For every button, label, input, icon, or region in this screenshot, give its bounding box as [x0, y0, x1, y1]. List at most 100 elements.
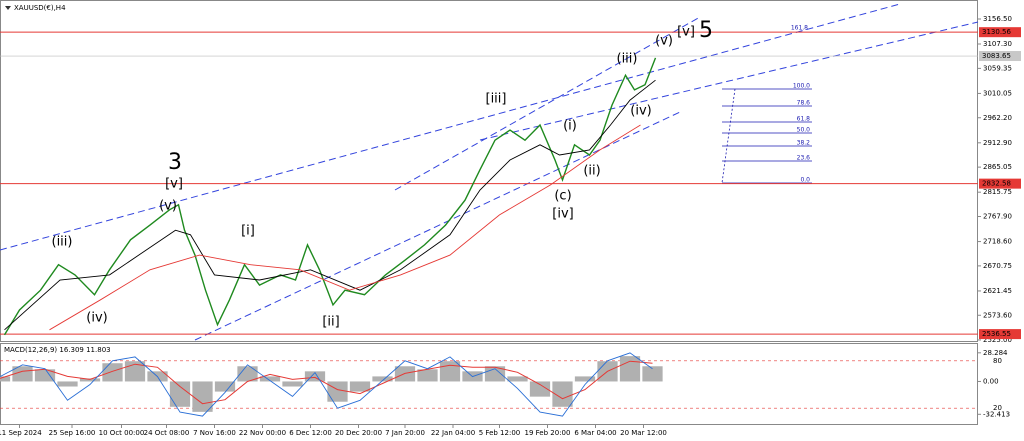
price-line [4, 79, 656, 331]
y-tick-label: 2815.75 [983, 188, 1012, 196]
level-box [979, 329, 1021, 340]
level-box [979, 27, 1021, 38]
level-label: 2832.58 [982, 180, 1011, 188]
x-tick-label: 20 Dec 20:00 [335, 429, 382, 437]
indicator-title: MACD(12,26,9) 16.309 11.803 [4, 346, 111, 354]
macd-bar [349, 381, 371, 392]
macd-bar [0, 376, 11, 382]
price-frame [0, 0, 978, 342]
wave-label: (iii) [52, 235, 73, 250]
x-tick-label: 6 Dec 12:00 [289, 429, 332, 437]
macd-bar [574, 376, 596, 382]
current-price-box [979, 51, 1021, 62]
y-tick-label: 2573.60 [983, 311, 1012, 319]
macd-bar [169, 381, 191, 407]
fib-label: 23.6 [797, 155, 811, 162]
x-tick-label: 25 Sep 16:00 [49, 429, 96, 437]
stoch-tick-label: 80 [993, 357, 1002, 365]
indicator-tick-label: -32.413 [983, 410, 1010, 418]
fib-label: 38.2 [797, 140, 811, 147]
x-tick-label: 6 Mar 04:00 [574, 429, 616, 437]
y-tick-label: 2962.20 [983, 114, 1012, 122]
x-tick-label: 10 Oct 00:00 [99, 429, 145, 437]
fib-label: 161.8 [791, 25, 808, 32]
macd-bar [237, 366, 258, 382]
macd-bar [327, 381, 348, 402]
macd-bar [619, 356, 641, 382]
fib-lines [721, 88, 812, 184]
wave-label: 5 [699, 18, 713, 43]
macd-bar [372, 376, 393, 382]
stoch-line [0, 352, 653, 417]
macd-bar [417, 369, 438, 382]
wave-label: (iv) [630, 104, 651, 119]
wave-label: 3 [168, 150, 182, 175]
wave-label: (iii) [617, 52, 638, 67]
y-tick-label: 2621.45 [983, 287, 1012, 295]
wave-label: (v) [655, 34, 673, 49]
fib-label: 0.0 [800, 177, 810, 184]
y-tick-label: 2525.00 [983, 336, 1012, 344]
x-tick-label: 20 Mar 12:00 [620, 429, 667, 437]
wave-label: [v] [677, 25, 695, 40]
macd-bar [529, 381, 551, 397]
trendlines [0, 3, 979, 341]
macd-bar [439, 361, 461, 382]
x-tick-label: 7 Jan 20:00 [385, 429, 425, 437]
macd-bar [214, 381, 236, 392]
macd-bar [304, 371, 326, 382]
y-tick-label: 2670.75 [983, 262, 1012, 270]
y-tick-label: 3059.35 [983, 64, 1012, 72]
wave-label: (c) [554, 189, 571, 204]
wave-label: [ii] [322, 315, 339, 330]
fib-label: 50.0 [797, 127, 811, 134]
macd-signal [0, 360, 653, 405]
price-line [49, 124, 641, 331]
x-tick-label: 19 Feb 20:00 [525, 429, 571, 437]
macd-bar [79, 378, 101, 382]
wave-label: (i) [563, 119, 577, 134]
wave-label: (iv) [86, 311, 107, 326]
wave-label: [v] [165, 177, 183, 192]
fib-label: 61.8 [797, 116, 811, 123]
wave-label: [iii] [486, 92, 507, 107]
indicator-frame [0, 343, 978, 425]
wave-label: [i] [241, 224, 255, 239]
x-tick-label: 22 Jan 04:00 [431, 429, 475, 437]
fib-label: 100.0 [793, 83, 810, 90]
macd-bar [34, 369, 56, 382]
wave-label: (ii) [583, 164, 600, 179]
y-tick-label: 3010.05 [983, 89, 1012, 97]
menu-icon[interactable] [5, 6, 11, 10]
y-tick-label: 2718.60 [983, 238, 1012, 246]
indicator-tick-label: 0.00 [983, 377, 999, 385]
x-tick-label: 24 Oct 08:00 [144, 429, 190, 437]
macd-bar [282, 381, 303, 387]
fib-label: 78.6 [797, 100, 811, 107]
level-label: 3130.56 [982, 28, 1011, 36]
y-tick-label: 3107.30 [983, 40, 1012, 48]
y-tick-label: 2767.90 [983, 213, 1012, 221]
price-line [3, 57, 657, 336]
current-price-label: 3083.65 [982, 52, 1011, 60]
x-tick-label: 22 Nov 00:00 [239, 429, 286, 437]
indicator-tick-label: 28.284 [983, 349, 1008, 357]
macd-bar [102, 363, 123, 382]
macd-bar [642, 366, 663, 382]
y-tick-label: 3156.50 [983, 15, 1012, 23]
chart-title: XAUUSD(€),H4 [14, 4, 66, 12]
x-tick-label: 11 Sep 2024 [0, 429, 42, 437]
stoch-tick-label: 20 [993, 404, 1002, 412]
macd-bar [12, 366, 33, 382]
y-tick-label: 2865.05 [983, 163, 1012, 171]
x-tick-label: 7 Nov 16:00 [193, 429, 236, 437]
macd-bar [259, 376, 281, 382]
level-box [979, 178, 1021, 189]
x-tick-label: 5 Feb 12:00 [479, 429, 520, 437]
level-label: 2536.55 [982, 330, 1011, 338]
macd-bar [552, 381, 573, 407]
y-tick-label: 2912.90 [983, 139, 1012, 147]
wave-label: (v) [159, 199, 177, 214]
macd-bar [57, 381, 78, 387]
